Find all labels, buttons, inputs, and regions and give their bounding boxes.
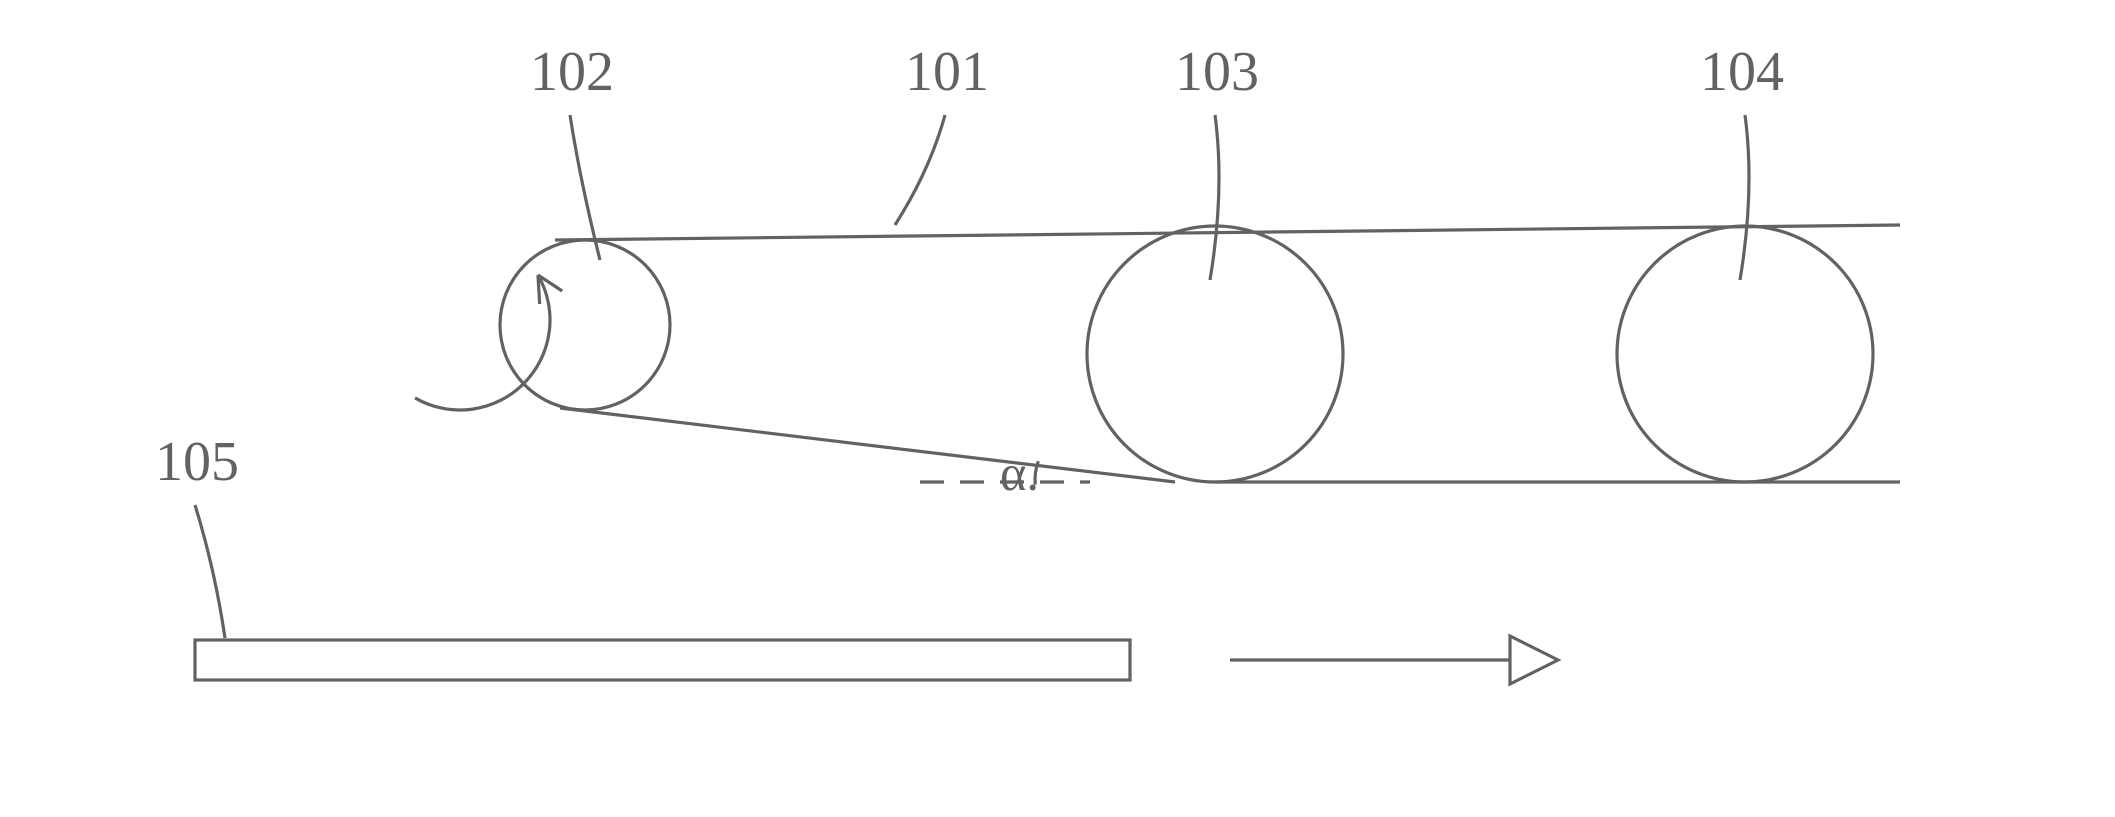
label-103: 103: [1175, 41, 1259, 103]
angle-label: α.: [1000, 445, 1039, 501]
label-102: 102: [530, 41, 614, 103]
label-101: 101: [905, 41, 989, 103]
label-105: 105: [155, 431, 239, 493]
label-104: 104: [1700, 41, 1784, 103]
